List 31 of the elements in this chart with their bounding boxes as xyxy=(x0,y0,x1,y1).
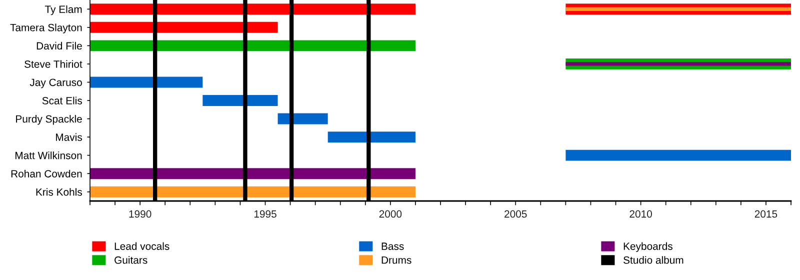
bar xyxy=(90,40,416,52)
legend-label: Keyboards xyxy=(624,242,672,252)
y-tick-label: Tamera Slayton xyxy=(10,24,82,34)
legend-label: Lead vocals xyxy=(114,242,170,250)
x-tick-label: 2015 xyxy=(754,210,778,218)
bar xyxy=(278,113,328,124)
y-tick-label: Kris Kohls xyxy=(36,188,82,196)
y-tick-label: Mavis xyxy=(56,133,82,141)
y-tick-label: David File xyxy=(36,42,82,50)
y-tick-label: Scat Elis xyxy=(42,96,82,104)
x-tick-label: 1995 xyxy=(254,210,276,218)
y-tick-label: Rohan Cowden xyxy=(11,170,82,178)
bar xyxy=(90,76,203,88)
y-tick-label: Matt Wilkinson xyxy=(15,152,82,160)
y-tick-label: Jay Caruso xyxy=(30,78,82,88)
y-tick-label: Ty Elam xyxy=(44,5,82,16)
bar xyxy=(90,22,278,33)
y-tick-label: Steve Thiriot xyxy=(24,60,82,68)
bar xyxy=(202,95,278,106)
x-tick-label: 2005 xyxy=(504,210,527,218)
x-tick-label: 1990 xyxy=(129,210,152,218)
x-tick-label: 2000 xyxy=(379,210,402,218)
y-tick-label: Purdy Spackle xyxy=(16,115,82,125)
bar xyxy=(566,150,791,161)
bar xyxy=(328,132,416,143)
legend-label: Bass xyxy=(382,242,404,250)
bar xyxy=(90,4,416,15)
legend-label: Guitars xyxy=(114,256,148,264)
legend-label: Drums xyxy=(382,256,412,264)
x-tick-label: 2010 xyxy=(630,210,652,218)
legend-label: Studio album xyxy=(624,256,684,264)
